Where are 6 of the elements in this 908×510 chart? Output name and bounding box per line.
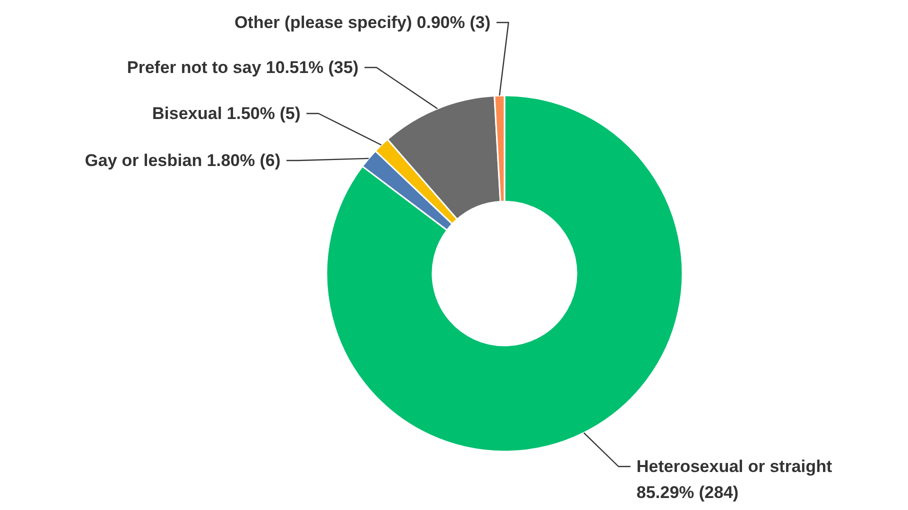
slice-label: Prefer not to say 10.51% (35)	[127, 58, 358, 77]
slice-label: Bisexual 1.50% (5)	[152, 104, 301, 123]
slice-label: Gay or lesbian 1.80% (6)	[84, 151, 281, 170]
slice-label: Heterosexual or straight	[636, 457, 832, 476]
data-label: 85.29% (284)	[636, 483, 739, 502]
slice-label: Other (please specify) 0.90% (3)	[234, 13, 490, 32]
